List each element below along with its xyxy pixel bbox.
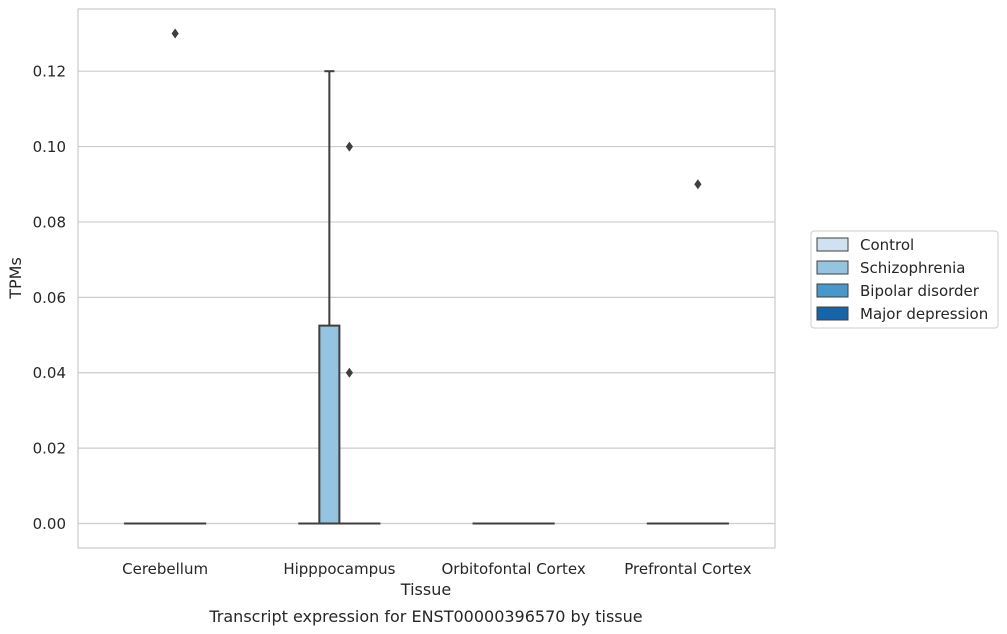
legend-label: Schizophrenia (860, 259, 965, 277)
outlier-point (345, 367, 353, 378)
box-plot-series (124, 28, 729, 525)
grid-lines (78, 70, 775, 525)
y-tick-label: 0.06 (33, 289, 66, 307)
legend-label: Control (860, 236, 914, 254)
legend-swatch (816, 260, 849, 275)
legend-item: Control (816, 236, 914, 254)
legend-item: Schizophrenia (816, 259, 965, 277)
series-schizophrenia (144, 70, 689, 525)
x-tick-label: Hipppocampus (283, 560, 395, 578)
legend-label: Major depression (860, 305, 988, 323)
x-tick-label: Prefrontal Cortex (624, 560, 751, 578)
legend-label: Bipolar disorder (860, 282, 980, 300)
y-tick-label: 0.00 (33, 515, 66, 533)
box (318, 324, 341, 525)
legend-item: Bipolar disorder (816, 282, 980, 300)
legend-swatch (816, 237, 849, 252)
outlier-point (345, 141, 353, 152)
x-tick-labels: Cerebellum Hipppocampus Orbitofontal Corte… (122, 560, 751, 578)
outlier-point (171, 28, 179, 39)
x-tick-label: Cerebellum (122, 560, 208, 578)
legend-swatch (816, 283, 849, 298)
x-tick-label: Orbitofontal Cortex (442, 560, 586, 578)
outlier-point (694, 179, 702, 190)
legend-items: Control Schizophrenia Bipolar disorder Majo… (816, 236, 988, 323)
legend: Control Schizophrenia Bipolar disorder Majo… (810, 230, 999, 329)
y-axis-label: TPMs (6, 257, 25, 300)
y-tick-label: 0.08 (33, 213, 66, 231)
series-bipolar-disorder (164, 28, 709, 525)
figure-caption: Transcript expression for ENST0000039657… (208, 607, 642, 626)
legend-swatch (816, 306, 849, 321)
y-tick-label: 0.04 (33, 364, 66, 382)
y-tick-label: 0.12 (33, 63, 66, 81)
legend-frame (810, 230, 999, 329)
legend-item: Major depression (816, 305, 988, 323)
plot-frame (77, 8, 776, 549)
x-axis-label: Tissue (400, 580, 451, 599)
y-tick-labels: 0.00 0.02 0.04 0.06 0.08 0.10 0.12 (33, 63, 66, 533)
y-tick-label: 0.02 (33, 440, 66, 458)
y-tick-label: 0.10 (33, 138, 66, 156)
